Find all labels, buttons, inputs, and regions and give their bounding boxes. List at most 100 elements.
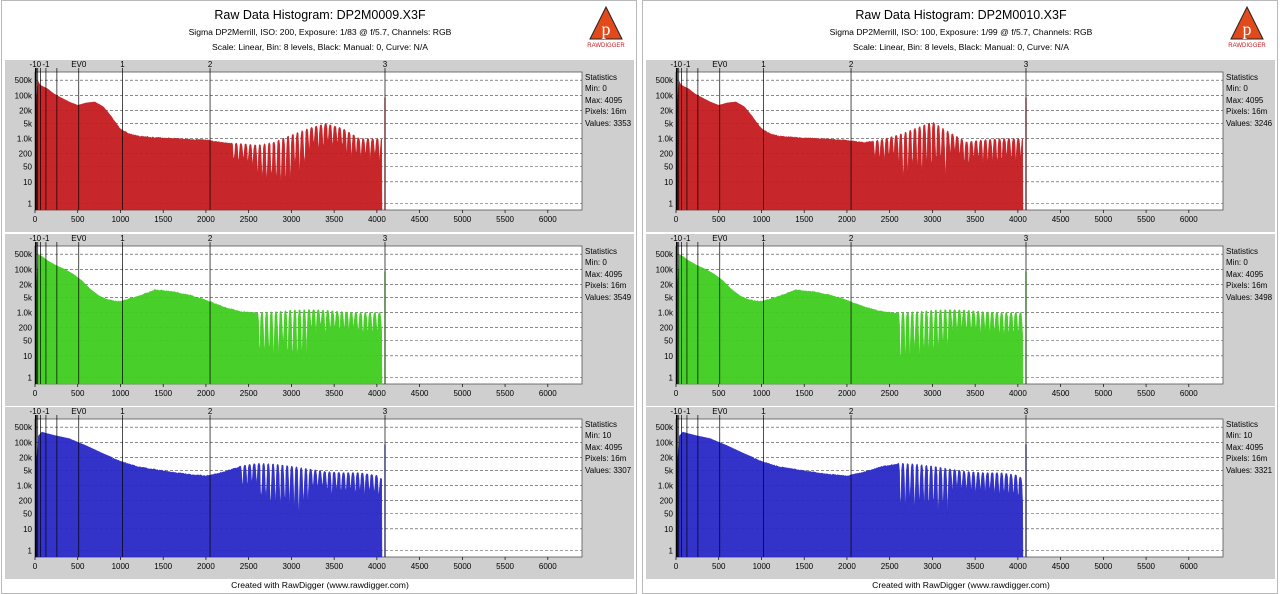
ev-marker-label: -10 <box>671 234 683 243</box>
y-tick-label: 100k <box>15 265 33 274</box>
x-tick-label: 2000 <box>838 562 856 571</box>
x-tick-label: 4500 <box>411 562 429 571</box>
stats-values: Values: 3353 <box>585 118 632 128</box>
y-tick-label: 1 <box>669 199 674 208</box>
y-tick-label: 1.0k <box>658 309 674 318</box>
stats-values: Values: 3321 <box>1226 465 1273 475</box>
ev-marker-label: -1 <box>42 407 50 416</box>
stats-title: Statistics <box>1226 247 1259 256</box>
stats-max: Max: 4095 <box>585 269 623 279</box>
ev-marker-label: -10 <box>30 407 42 416</box>
x-tick-label: 1500 <box>795 389 813 398</box>
y-tick-label: 5k <box>665 293 674 302</box>
x-tick-label: 1500 <box>795 562 813 571</box>
y-tick-label: 10 <box>664 178 673 187</box>
stats-max: Max: 4095 <box>1226 442 1264 452</box>
x-tick-label: 5500 <box>1137 215 1155 224</box>
x-tick-label: 4500 <box>1052 215 1070 224</box>
histogram-panel-green: 1 10 50 200 1.0k 5k 20k 100k 500k -10 -1 EV0 1 2 3 0 500… <box>646 234 1275 406</box>
y-tick-label: 1.0k <box>17 309 33 318</box>
statistics-box: Statistics Min: 0 Max: 4095 Pixels: 16m … <box>1226 246 1272 303</box>
y-tick-label: 200 <box>19 324 33 333</box>
x-tick-label: 0 <box>33 562 38 571</box>
x-tick-label: 3500 <box>966 389 984 398</box>
x-tick-label: 0 <box>674 215 679 224</box>
y-tick-label: 5k <box>24 119 33 128</box>
y-tick-label: 200 <box>19 497 33 506</box>
y-tick-label: 50 <box>23 337 32 346</box>
ev-marker-label: 2 <box>208 407 213 416</box>
x-tick-label: 2000 <box>197 215 215 224</box>
histogram-panel-blue: 1 10 50 200 1.0k 5k 20k 100k 500k -10 -1 EV0 1 2 3 0 500… <box>5 407 634 579</box>
y-tick-label: 1 <box>669 373 674 382</box>
histogram-panel-green: 1 10 50 200 1.0k 5k 20k 100k 500k -10 -1 EV0 1 2 3 0 500… <box>5 234 634 406</box>
x-tick-label: 1500 <box>154 389 172 398</box>
y-tick-label: 50 <box>664 510 673 519</box>
x-tick-label: 4500 <box>411 215 429 224</box>
histogram-chart-red: 1 10 50 200 1.0k 5k 20k 100k 500k -10 -1 EV0 1 2 3 0 500… <box>656 60 1224 224</box>
ev-marker-label: EV0 <box>712 407 728 416</box>
svg-text:p: p <box>602 19 611 39</box>
stats-pixels: Pixels: 16m <box>585 107 627 117</box>
x-tick-label: 5000 <box>453 562 471 571</box>
x-tick-label: 1000 <box>753 215 771 224</box>
x-tick-label: 2000 <box>197 389 215 398</box>
statistics-box: Statistics Min: 10 Max: 4095 Pixels: 16m… <box>1226 419 1272 476</box>
stats-max: Max: 4095 <box>1226 95 1264 105</box>
y-tick-label: 200 <box>660 150 674 159</box>
ev-marker-label: -10 <box>671 60 683 69</box>
x-tick-label: 500 <box>712 562 726 571</box>
x-tick-label: 1000 <box>753 389 771 398</box>
x-tick-label: 500 <box>712 389 726 398</box>
y-tick-label: 200 <box>660 497 674 506</box>
stats-title: Statistics <box>1226 73 1259 82</box>
y-tick-label: 100k <box>15 438 33 447</box>
y-tick-label: 500k <box>656 423 674 432</box>
rawdigger-logo-icon: p RAWDIGGER <box>1228 5 1266 49</box>
y-tick-label: 20k <box>660 453 674 462</box>
stats-min: Min: 10 <box>1226 431 1253 441</box>
y-tick-label: 200 <box>660 324 674 333</box>
stats-values: Values: 3549 <box>585 292 632 302</box>
report-footer: Created with RawDigger (www.rawdigger.co… <box>231 580 409 590</box>
y-tick-label: 5k <box>665 119 674 128</box>
y-tick-label: 100k <box>15 91 33 100</box>
y-tick-label: 1.0k <box>658 135 674 144</box>
x-tick-label: 2500 <box>240 562 258 571</box>
ev-marker-label: 2 <box>208 60 213 69</box>
x-tick-label: 0 <box>674 389 679 398</box>
y-tick-label: 5k <box>665 466 674 475</box>
stats-min: Min: 0 <box>1226 84 1248 94</box>
y-tick-label: 20k <box>19 106 33 115</box>
ev-marker-label: 3 <box>383 60 388 69</box>
x-tick-label: 2500 <box>240 389 258 398</box>
x-tick-label: 4000 <box>1009 562 1027 571</box>
x-tick-label: 4500 <box>1052 389 1070 398</box>
x-tick-label: 2000 <box>838 389 856 398</box>
ev-marker-label: -10 <box>671 407 683 416</box>
x-tick-label: 5000 <box>453 215 471 224</box>
ev-marker-label: 1 <box>120 407 125 416</box>
stats-title: Statistics <box>585 420 618 429</box>
stats-values: Values: 3246 <box>1226 118 1273 128</box>
x-tick-label: 500 <box>71 562 85 571</box>
statistics-box: Statistics Min: 0 Max: 4095 Pixels: 16m … <box>585 246 631 303</box>
x-tick-label: 500 <box>712 215 726 224</box>
report-dp2m0010: Raw Data Histogram: DP2M0010.X3F Sigma D… <box>642 0 1278 594</box>
histogram-chart-green: 1 10 50 200 1.0k 5k 20k 100k 500k -10 -1 EV0 1 2 3 0 500… <box>656 234 1224 398</box>
statistics-box: Statistics Min: 0 Max: 4095 Pixels: 16m … <box>1226 72 1272 129</box>
histogram-chart-red: 1 10 50 200 1.0k 5k 20k 100k 500k -10 -1 EV0 1 2 3 0 500… <box>15 60 583 224</box>
x-tick-label: 1500 <box>795 215 813 224</box>
y-tick-label: 100k <box>656 438 674 447</box>
x-tick-label: 5000 <box>1094 562 1112 571</box>
x-tick-label: 3000 <box>924 215 942 224</box>
x-tick-label: 1500 <box>154 562 172 571</box>
y-tick-label: 500k <box>15 250 33 259</box>
y-tick-label: 20k <box>19 280 33 289</box>
ev-marker-label: 2 <box>849 60 854 69</box>
x-tick-label: 3000 <box>283 389 301 398</box>
ev-marker-label: 1 <box>120 60 125 69</box>
stats-pixels: Pixels: 16m <box>1226 281 1268 291</box>
y-tick-label: 50 <box>23 163 32 172</box>
x-tick-label: 3000 <box>924 562 942 571</box>
